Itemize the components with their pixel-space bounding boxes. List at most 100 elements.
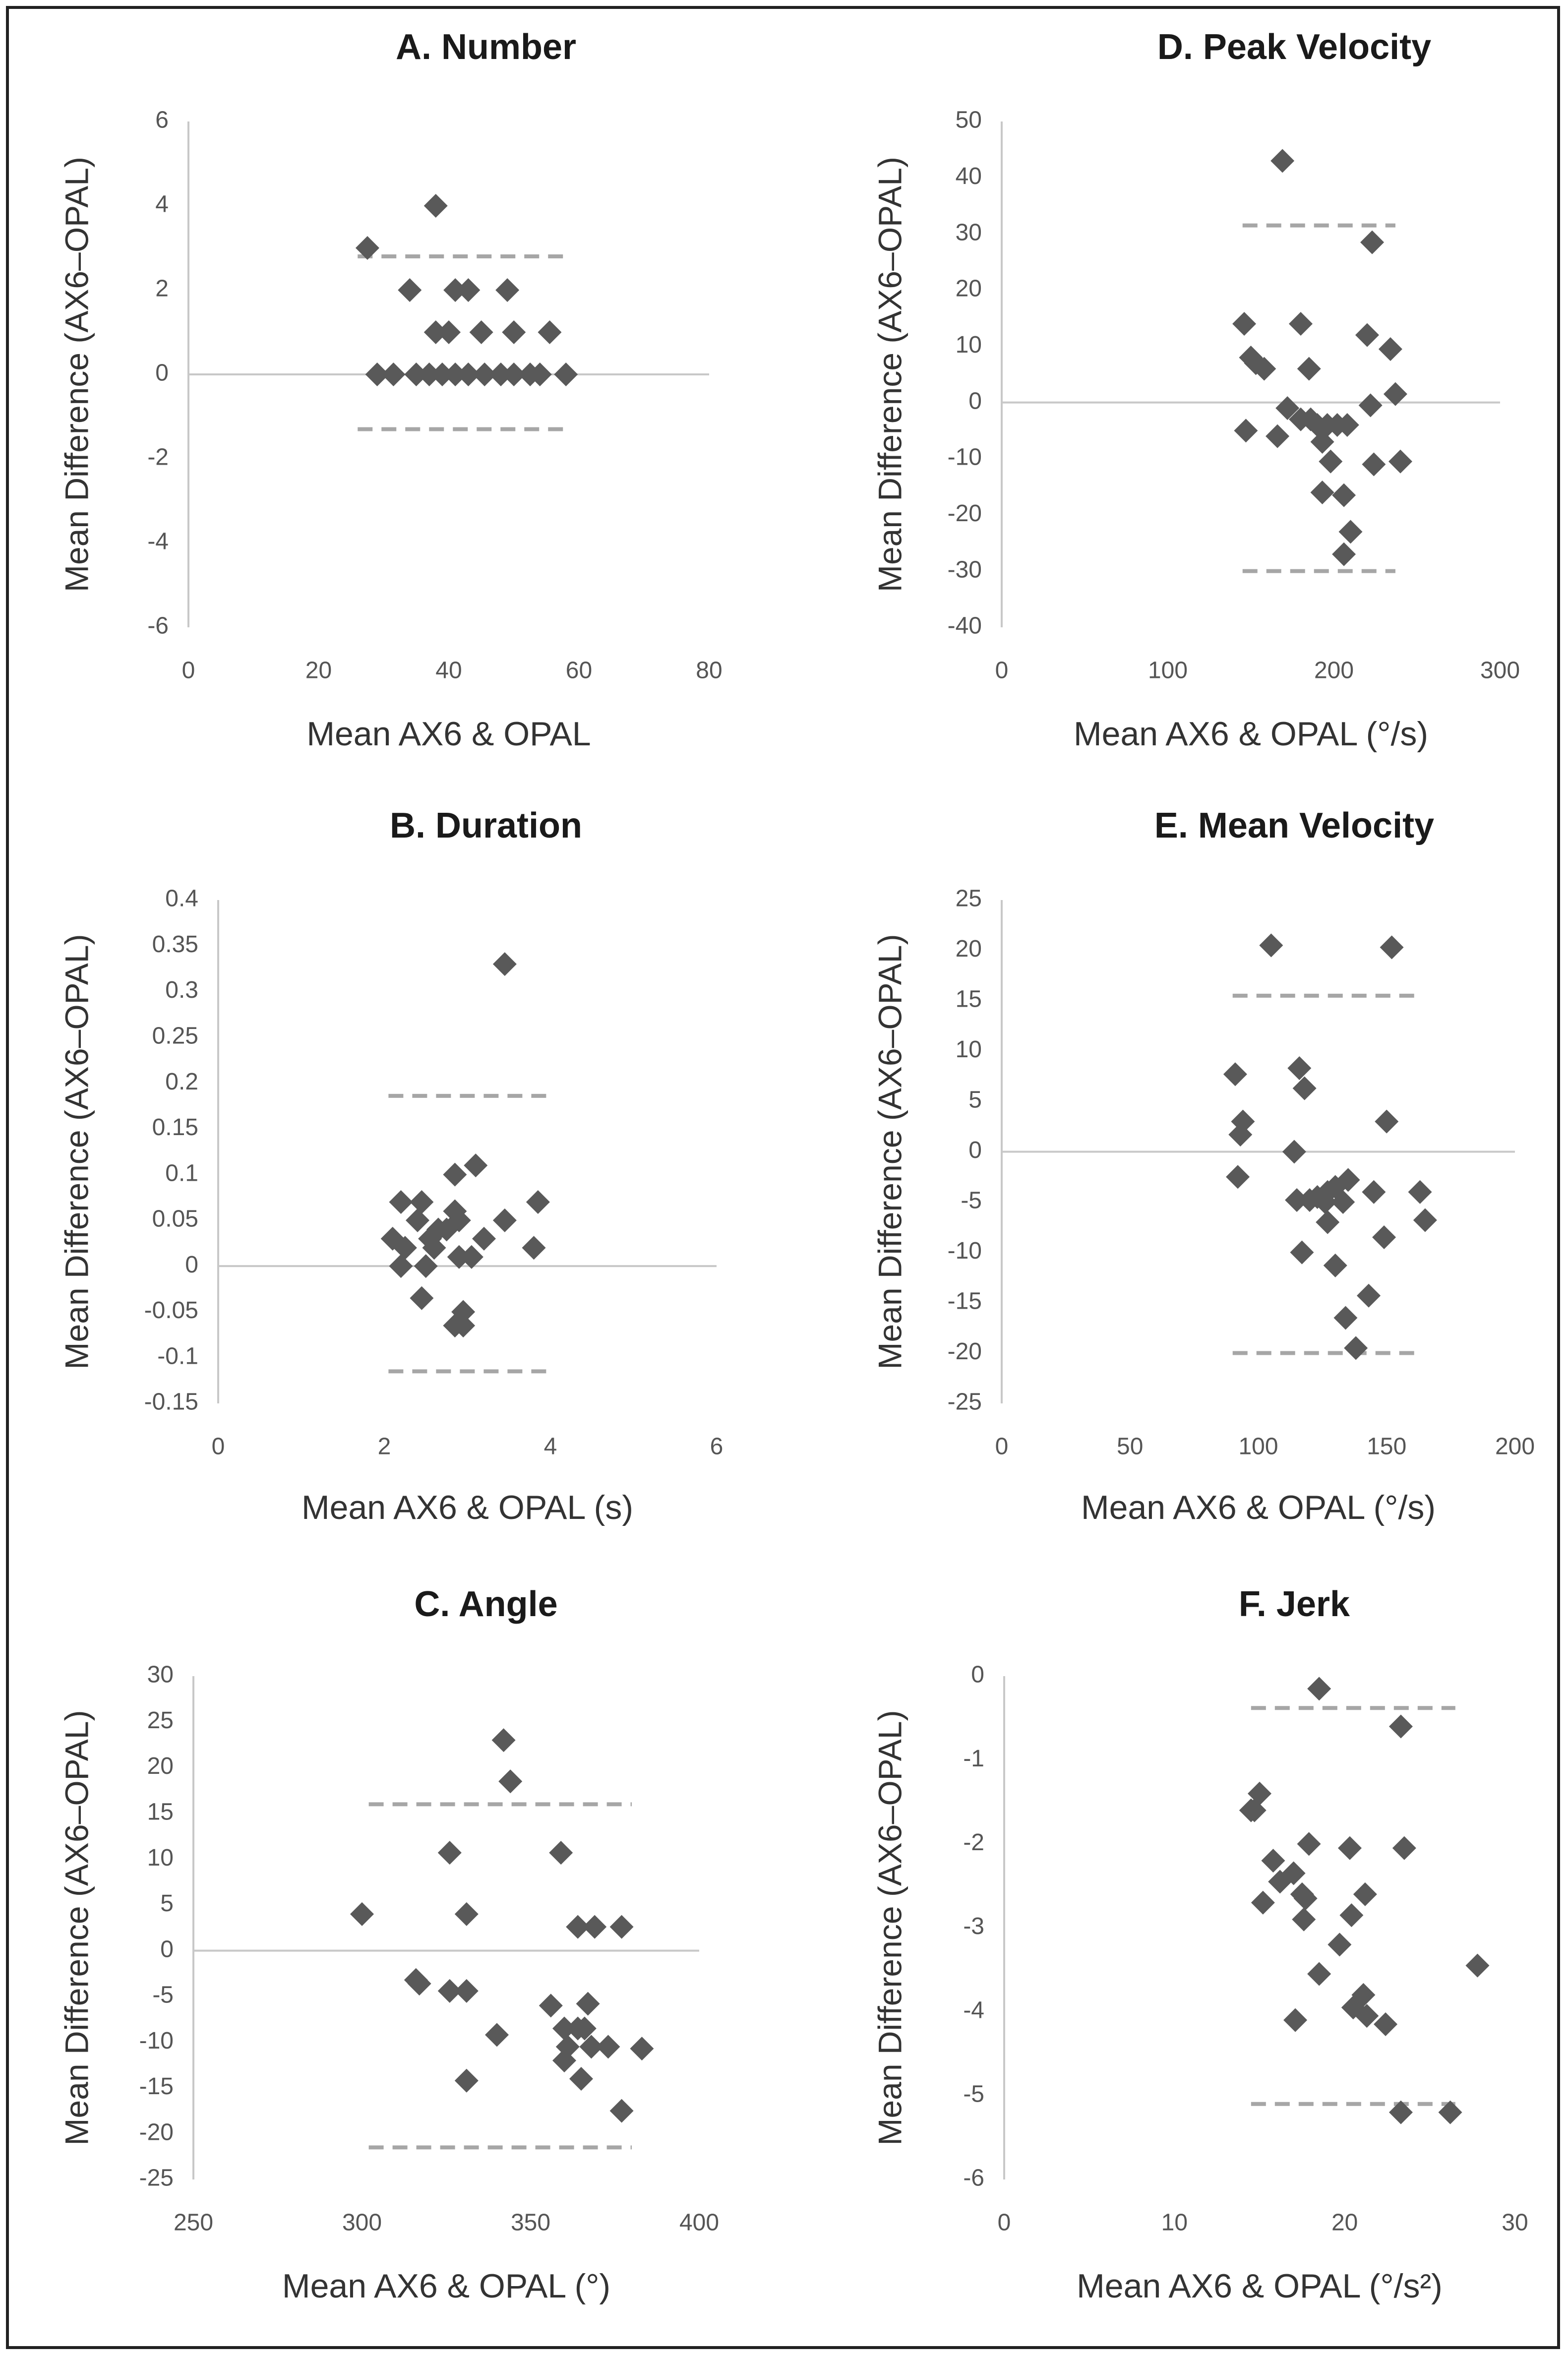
chart-d: D. Peak Velocity -40 -30 -20 -10 0 10 20 30 40 50 0… [871,27,1520,753]
y-tick-label: 5 [160,1890,174,1917]
data-point [454,2068,479,2093]
data-point [1316,1210,1340,1234]
data-point [1332,542,1356,566]
data-point [489,363,513,386]
data-point [1355,323,1379,347]
data-point [1234,419,1258,443]
y-tick-label: -10 [948,444,982,471]
data-point [485,2023,509,2047]
data-point [552,2016,576,2041]
x-tick-label: 30 [1502,2210,1528,2236]
x-tick-label: 200 [1314,658,1354,684]
y-tick-label: 0 [160,1936,174,1962]
chart-e-title: E. Mean Velocity [1154,806,1434,846]
data-point [443,1162,467,1187]
data-point [407,1972,431,1996]
y-tick-label: -15 [139,2073,174,2100]
data-point [404,363,428,386]
data-point [492,952,517,976]
data-point [381,363,406,386]
x-tick-label: 0 [995,658,1009,684]
y-tick-label: -1 [963,1746,984,1772]
chart-b-title: B. Duration [390,806,582,846]
data-point [1374,2012,1398,2037]
data-point [1290,1240,1314,1265]
data-point [495,278,520,302]
data-point [1392,1836,1416,1860]
data-point [1388,1714,1413,1739]
data-point [1289,312,1313,336]
data-point [447,1245,471,1269]
y-tick-label: 6 [155,107,169,133]
data-point [569,2067,593,2091]
data-point [566,1915,590,1939]
data-point [1362,1180,1386,1204]
data-point [1307,1677,1331,1701]
y-tick-label: 0.3 [165,977,198,1003]
data-point [539,1994,563,2018]
y-tick-label: 30 [956,219,982,245]
data-point [365,363,389,386]
data-point [538,320,562,344]
data-point [456,363,481,386]
x-tick-label: 200 [1495,1434,1535,1460]
y-tick-label: -40 [948,613,982,639]
data-point [492,1208,517,1232]
y-tick-label: 0.2 [165,1069,198,1095]
data-point [1465,1953,1490,1978]
data-point [1298,1188,1322,1212]
data-point [1297,357,1321,381]
x-tick-label: 0 [995,1434,1009,1460]
y-tick-label: -6 [963,2165,984,2191]
data-point [1292,1076,1317,1100]
data-point [1282,1140,1306,1164]
data-point [576,1992,600,2016]
y-axis-label: Mean Difference (AX6–OPAL) [58,157,95,592]
data-point [630,2037,654,2061]
data-point [1438,2100,1462,2124]
y-tick-label: -4 [963,1997,984,2023]
y-axis-label: Mean Difference (AX6–OPAL) [58,934,95,1370]
y-tick-label: -4 [147,529,169,555]
x-tick-label: 20 [1331,2210,1358,2236]
y-tick-label: -20 [139,2119,174,2145]
y-tick-label: -20 [948,1338,982,1365]
data-point [1252,357,1276,381]
x-axis-label: Mean AX6 & OPAL (°/s) [1074,715,1428,753]
data-point [1292,1907,1316,1932]
data-point [583,1915,607,1939]
chart-c-title: C. Angle [414,1584,557,1624]
data-point [389,1254,413,1278]
x-tick-label: 150 [1367,1434,1406,1460]
data-point [422,1236,446,1260]
data-point [456,278,481,302]
y-tick-label: 0 [971,1662,984,1688]
data-point [1313,1190,1337,1214]
y-tick-label: -0.05 [144,1297,198,1324]
data-point [1293,1886,1318,1911]
y-tick-label: 20 [147,1753,174,1779]
data-point [1266,424,1290,448]
data-point [417,363,441,386]
data-point [1339,1903,1364,1928]
x-axis-label: Mean AX6 & OPAL (s) [302,1489,633,1526]
x-axis-label: Mean AX6 & OPAL (°/s²) [1077,2267,1443,2305]
y-axis-label: Mean Difference (AX6–OPAL) [871,1710,908,2146]
data-point [1358,393,1383,418]
data-point [1310,481,1334,504]
data-point [393,1236,417,1260]
data-point [1383,382,1407,406]
chart-f: F. Jerk -6 -5 -4 -3 -2 -1 0 0 10 20 30 Mean AX6 & OP… [871,1584,1528,2305]
x-tick-label: 20 [305,658,332,684]
y-tick-label: 25 [147,1707,174,1734]
chart-d-title: D. Peak Velocity [1157,27,1431,67]
data-point [443,363,468,386]
y-tick-label: -10 [139,2028,174,2054]
y-tick-label: -5 [961,1188,982,1214]
x-tick-label: 400 [679,2210,719,2236]
data-point [579,2035,603,2059]
y-tick-label: 0.4 [165,886,198,912]
data-point [1353,1882,1377,1906]
data-point [502,363,526,386]
